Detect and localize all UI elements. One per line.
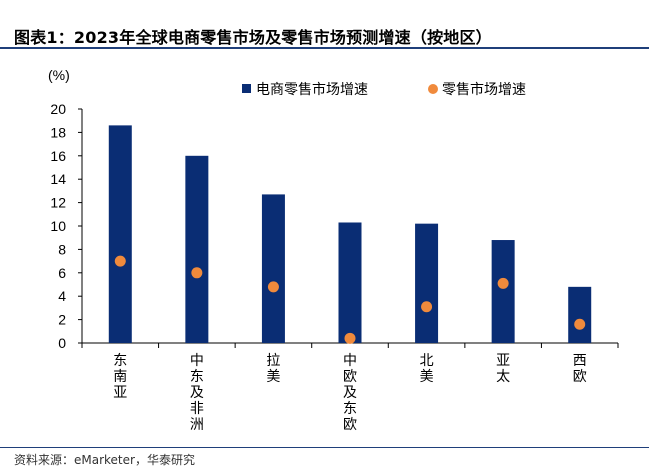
x-category-label: 东南亚 bbox=[113, 353, 127, 401]
marker-retail-growth bbox=[421, 301, 433, 313]
y-tick-label: 18 bbox=[50, 124, 66, 140]
bar-chart: (%) 0 2 4 6 8 10 12 14 16 18 20 东南亚 中东及非洲 拉美 中欧及东欧 北美 亚太 西… bbox=[48, 67, 619, 433]
y-tick-label: 10 bbox=[50, 218, 66, 234]
bar-ecommerce-growth bbox=[491, 240, 515, 343]
y-tick-label: 12 bbox=[50, 195, 66, 211]
x-category-label: 中欧及东欧 bbox=[343, 353, 357, 433]
y-tick-label: 4 bbox=[58, 288, 66, 304]
source-divider bbox=[0, 447, 649, 448]
bar-ecommerce-growth bbox=[568, 286, 592, 343]
y-tick-label: 14 bbox=[50, 171, 66, 187]
y-tick-label: 0 bbox=[58, 335, 66, 351]
y-tick-label: 2 bbox=[58, 312, 66, 328]
legend-swatch-ecommerce bbox=[242, 84, 251, 93]
bar-ecommerce-growth bbox=[261, 194, 285, 343]
marker-retail-growth bbox=[267, 281, 279, 293]
marker-retail-growth bbox=[497, 277, 509, 289]
bar-ecommerce-growth bbox=[185, 155, 209, 343]
bar-ecommerce-growth bbox=[338, 222, 362, 343]
title-divider bbox=[0, 47, 649, 49]
legend-label-retail: 零售市场增速 bbox=[442, 81, 526, 98]
legend-label-ecommerce: 电商零售市场增速 bbox=[256, 81, 368, 98]
y-tick-label: 6 bbox=[58, 265, 66, 281]
marker-retail-growth bbox=[344, 332, 356, 344]
y-axis-unit-label: (%) bbox=[48, 67, 70, 83]
chart-title: 图表1：2023年全球电商零售市场及零售市场预测增速（按地区） bbox=[14, 28, 492, 47]
bar-ecommerce-growth bbox=[108, 125, 132, 343]
y-tick-label: 20 bbox=[50, 101, 66, 117]
x-category-label: 拉美 bbox=[266, 353, 280, 385]
bar-ecommerce-growth bbox=[415, 223, 439, 343]
marker-retail-growth bbox=[114, 255, 126, 267]
legend-swatch-retail bbox=[428, 84, 438, 94]
y-tick-label: 16 bbox=[50, 148, 66, 164]
y-tick-label: 8 bbox=[58, 241, 66, 257]
x-category-label: 北美 bbox=[420, 353, 434, 385]
x-category-label: 亚太 bbox=[496, 353, 510, 385]
marker-retail-growth bbox=[574, 318, 586, 330]
x-category-label: 中东及非洲 bbox=[190, 353, 204, 433]
x-category-label: 西欧 bbox=[573, 353, 587, 385]
marker-retail-growth bbox=[191, 267, 203, 279]
